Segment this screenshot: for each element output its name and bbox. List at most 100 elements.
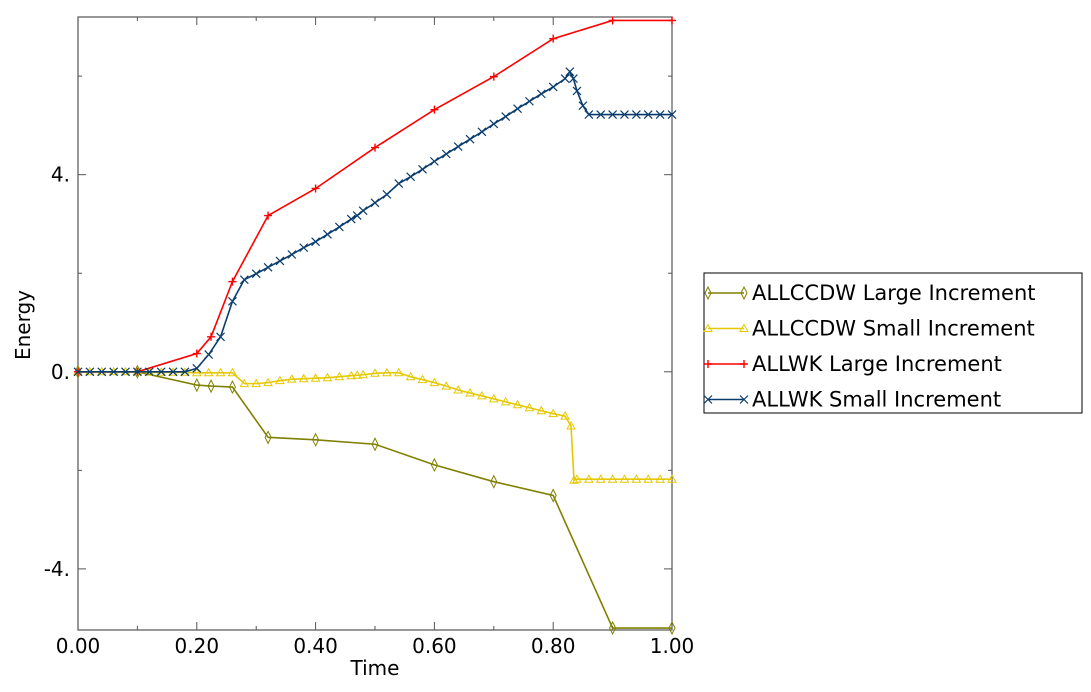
data-point (227, 367, 238, 377)
data-point (371, 437, 379, 452)
data-point (216, 332, 225, 342)
data-point (346, 214, 356, 224)
data-point (264, 430, 272, 445)
data-point (264, 211, 273, 220)
data-point (371, 143, 379, 152)
data-point (536, 405, 547, 415)
series-line (78, 370, 672, 629)
data-point (501, 112, 511, 121)
y-axis-label: Energy (11, 290, 35, 360)
data-point (549, 34, 558, 43)
data-point (191, 367, 202, 377)
data-point (334, 371, 345, 381)
data-point (382, 189, 392, 199)
x-tick-label: 0.20 (175, 634, 220, 658)
data-point (578, 101, 588, 111)
data-point (370, 198, 380, 208)
data-point (286, 374, 297, 383)
y-tick-label: 4. (51, 163, 70, 187)
data-point (263, 377, 273, 387)
data-point (631, 110, 641, 119)
data-point (204, 350, 214, 359)
data-point (406, 172, 416, 182)
data-point (312, 432, 320, 447)
legend-item: ALLCCDW Small Increment (703, 317, 1035, 341)
data-point (310, 373, 321, 382)
y-tick-label: 0. (51, 360, 70, 384)
legend-label: ALLCCDW Large Increment (752, 281, 1036, 305)
data-point (334, 222, 344, 232)
x-tick-label: 1.00 (650, 634, 695, 658)
data-point (192, 349, 201, 358)
data-point (97, 367, 107, 377)
data-point (418, 164, 427, 174)
data-point (156, 367, 166, 377)
data-point (608, 110, 618, 119)
data-point (132, 367, 142, 377)
series-3 (73, 67, 677, 377)
data-point (560, 411, 570, 420)
series-line (78, 19, 672, 373)
data-point (394, 179, 404, 188)
x-tick-label: 0.40 (293, 634, 338, 658)
data-point (619, 474, 630, 483)
data-point (207, 332, 216, 341)
series-0 (74, 364, 676, 636)
data-point (560, 74, 570, 84)
data-point (740, 285, 748, 301)
legend-label: ALLWK Small Increment (752, 388, 1001, 412)
data-point (489, 119, 499, 129)
data-point (109, 367, 119, 377)
data-point (583, 474, 594, 483)
data-point (263, 262, 273, 272)
data-point (572, 86, 582, 96)
data-point (739, 323, 749, 332)
data-point (643, 110, 653, 119)
data-point (513, 104, 522, 114)
data-point (609, 620, 617, 636)
data-point (453, 142, 463, 152)
legend-label: ALLCCDW Small Increment (752, 317, 1035, 341)
x-tick-label: 0.00 (56, 634, 101, 658)
data-point (73, 367, 83, 377)
data-point (667, 474, 677, 483)
data-point (239, 378, 250, 388)
data-point (524, 402, 535, 412)
legend: ALLCCDW Large Increment ALLCCDW Small Inc… (703, 272, 1083, 414)
data-point (620, 110, 629, 119)
series-line (78, 70, 672, 373)
data-point (382, 367, 392, 377)
data-point (536, 89, 546, 99)
data-point (275, 375, 285, 385)
legend-item: ALLWK Small Increment (703, 388, 1001, 412)
data-point (311, 237, 321, 247)
data-point (655, 110, 665, 119)
data-point (251, 269, 261, 279)
data-point (549, 488, 557, 503)
series-1 (73, 366, 677, 484)
data-point (566, 420, 576, 430)
data-point (180, 367, 190, 377)
legend-label: ALLWK Large Increment (752, 352, 1002, 376)
data-point (667, 110, 677, 119)
data-point (489, 72, 498, 81)
data-point (370, 368, 380, 377)
data-point (568, 74, 578, 84)
data-point (565, 67, 575, 77)
data-point (512, 399, 523, 409)
data-point (311, 184, 320, 193)
legend-item: ALLWK Large Increment (704, 352, 1002, 376)
data-point (572, 474, 582, 483)
data-point (569, 475, 579, 484)
data-point (352, 370, 363, 379)
data-point (477, 390, 487, 400)
data-point (453, 385, 464, 394)
data-point (704, 285, 712, 301)
y-tick-label: -4. (44, 557, 70, 581)
data-point (703, 395, 713, 404)
data-point (608, 16, 617, 25)
data-point (215, 367, 226, 377)
data-point (121, 367, 130, 377)
data-point (228, 379, 236, 395)
data-point (596, 110, 606, 119)
